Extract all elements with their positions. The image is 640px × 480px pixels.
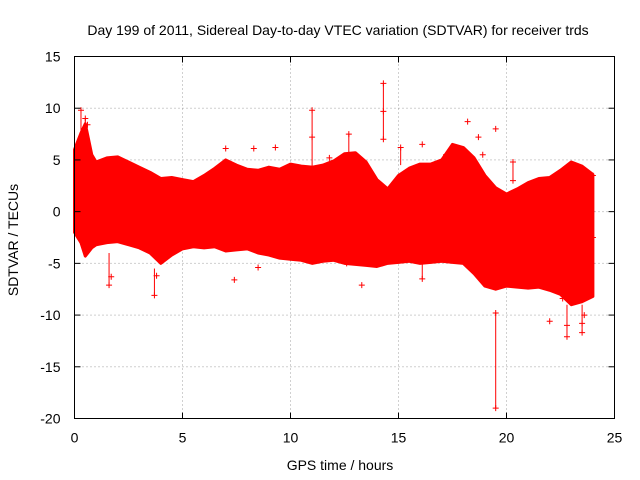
- x-tick-label: 0: [71, 430, 79, 446]
- x-tick-label: 20: [499, 430, 515, 446]
- data-point: [380, 108, 387, 115]
- data-point: [153, 272, 160, 279]
- data-point: [581, 312, 588, 319]
- data-point: [108, 273, 115, 280]
- data-point: [479, 151, 486, 158]
- data-point: [250, 145, 257, 152]
- data-point: [589, 234, 596, 241]
- data-point: [77, 107, 84, 114]
- data-point: [326, 154, 333, 161]
- data-point: [255, 264, 262, 271]
- data-point: [419, 275, 426, 282]
- data-band: [73, 122, 595, 307]
- x-tick-label: 10: [283, 430, 299, 446]
- y-tick-label: -10: [40, 307, 60, 323]
- y-tick-label: -5: [48, 255, 61, 271]
- data-point: [106, 282, 113, 289]
- data-layer: [73, 80, 596, 412]
- data-point: [492, 405, 499, 412]
- data-point: [563, 333, 570, 340]
- y-tick-label: 10: [45, 100, 61, 116]
- x-tick-label: 15: [391, 430, 407, 446]
- data-point: [443, 151, 450, 158]
- y-tick-labels: -20 -15 -10 -5 0 5 10 15: [40, 49, 60, 427]
- data-point: [84, 121, 91, 128]
- data-point: [309, 134, 316, 141]
- x-tick-label: 5: [179, 430, 187, 446]
- data-point: [222, 145, 229, 152]
- data-point: [397, 144, 404, 151]
- data-point: [563, 322, 570, 329]
- data-point: [151, 292, 158, 299]
- data-point: [309, 107, 316, 114]
- data-point: [380, 80, 387, 87]
- data-point: [464, 118, 471, 125]
- ticks: [74, 56, 615, 419]
- x-axis-title: GPS time / hours: [287, 457, 394, 473]
- data-point: [559, 295, 566, 302]
- data-point: [272, 144, 279, 151]
- y-tick-label: 5: [53, 152, 61, 168]
- data-point: [475, 134, 482, 141]
- data-point: [579, 320, 586, 327]
- x-tick-labels: 0 5 10 15 20 25: [71, 430, 623, 446]
- data-point: [82, 115, 89, 122]
- y-axis-title: SDTVAR / TECUs: [5, 184, 21, 296]
- x-tick-label: 25: [607, 430, 623, 446]
- data-point: [492, 125, 499, 132]
- y-tick-label: -15: [40, 359, 60, 375]
- data-point: [358, 282, 365, 289]
- y-tick-label: 15: [45, 49, 61, 65]
- data-point: [345, 131, 352, 138]
- data-point: [380, 136, 387, 143]
- y-tick-label: -20: [40, 411, 60, 427]
- data-point: [509, 158, 516, 165]
- chart-title: Day 199 of 2011, Sidereal Day-to-day VTE…: [87, 22, 588, 38]
- data-point: [509, 177, 516, 184]
- data-point: [231, 276, 238, 283]
- data-point: [343, 260, 350, 267]
- data-point: [579, 329, 586, 336]
- data-point: [546, 318, 553, 325]
- plot-frame: [74, 56, 615, 419]
- data-point: [419, 141, 426, 148]
- y-tick-label: 0: [53, 204, 61, 220]
- data-point: [492, 310, 499, 317]
- data-point: [589, 172, 596, 179]
